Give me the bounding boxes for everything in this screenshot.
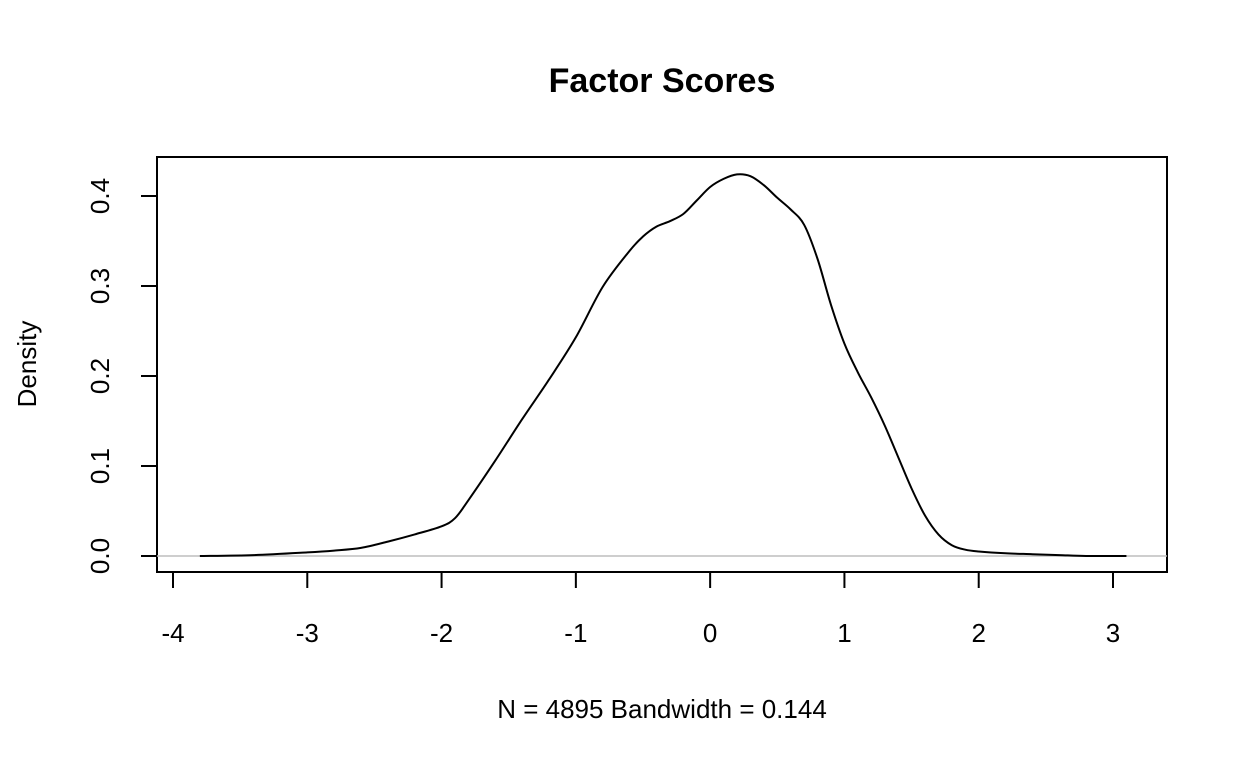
x-tick-label: -4 [161, 618, 184, 648]
y-tick-label: 0.3 [85, 268, 115, 304]
x-tick-label: -3 [296, 618, 319, 648]
x-tick-label: -2 [430, 618, 453, 648]
y-tick-label: 0.2 [85, 358, 115, 394]
x-axis-label: N = 4895 Bandwidth = 0.144 [497, 694, 827, 724]
x-tick-label: 3 [1106, 618, 1120, 648]
x-tick-label: -1 [564, 618, 587, 648]
x-tick-label: 1 [837, 618, 851, 648]
y-tick-label: 0.1 [85, 448, 115, 484]
x-axis: -4 -3 -2 -1 0 1 2 3 [161, 571, 1120, 648]
y-tick-label: 0.0 [85, 538, 115, 574]
y-tick-label: 0.4 [85, 178, 115, 214]
y-axis-label: Density [12, 321, 42, 408]
plot-frame [156, 156, 1168, 573]
x-tick-label: 0 [703, 618, 717, 648]
density-curve [199, 173, 1127, 558]
chart-title: Factor Scores [549, 62, 776, 100]
x-tick-label: 2 [971, 618, 985, 648]
y-axis: 0.0 0.1 0.2 0.3 0.4 [85, 178, 158, 574]
